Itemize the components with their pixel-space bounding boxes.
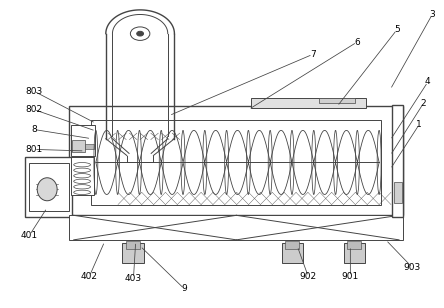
FancyBboxPatch shape [123, 243, 144, 263]
FancyBboxPatch shape [72, 140, 85, 152]
Text: 1: 1 [416, 120, 422, 129]
FancyBboxPatch shape [392, 105, 404, 217]
FancyBboxPatch shape [251, 98, 366, 108]
Text: 3: 3 [429, 10, 435, 19]
Text: 5: 5 [394, 25, 400, 34]
FancyBboxPatch shape [319, 98, 355, 103]
Text: 6: 6 [354, 38, 360, 47]
Ellipse shape [37, 178, 57, 201]
Text: 902: 902 [300, 272, 317, 281]
FancyBboxPatch shape [29, 163, 69, 211]
FancyBboxPatch shape [126, 241, 140, 249]
Text: 9: 9 [182, 284, 187, 294]
FancyBboxPatch shape [347, 241, 361, 249]
FancyBboxPatch shape [85, 144, 94, 149]
FancyBboxPatch shape [394, 182, 402, 203]
Text: 802: 802 [25, 105, 43, 114]
Text: 8: 8 [31, 125, 37, 134]
Text: 403: 403 [125, 274, 142, 283]
FancyBboxPatch shape [71, 125, 95, 156]
FancyBboxPatch shape [285, 241, 299, 249]
Text: 2: 2 [420, 99, 426, 108]
Text: 901: 901 [342, 272, 359, 281]
Circle shape [137, 31, 143, 36]
Text: 7: 7 [310, 50, 316, 59]
Text: 401: 401 [21, 231, 38, 240]
Text: 903: 903 [404, 263, 421, 272]
Text: 803: 803 [25, 87, 43, 96]
FancyBboxPatch shape [71, 157, 94, 195]
Text: 801: 801 [25, 145, 43, 154]
FancyBboxPatch shape [69, 107, 404, 215]
FancyBboxPatch shape [91, 120, 381, 205]
FancyBboxPatch shape [344, 243, 365, 263]
Text: 402: 402 [81, 272, 98, 281]
FancyBboxPatch shape [69, 215, 404, 240]
Text: 4: 4 [425, 77, 431, 87]
FancyBboxPatch shape [25, 157, 71, 217]
FancyBboxPatch shape [282, 243, 303, 263]
